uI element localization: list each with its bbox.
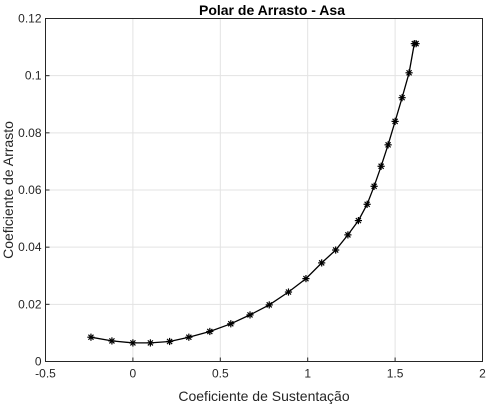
x-tick-label: 1 <box>304 367 311 381</box>
data-point-marker <box>302 275 310 283</box>
y-tick-label: 0.02 <box>18 297 42 311</box>
y-tick-label: 0.1 <box>25 69 42 83</box>
data-point-marker <box>332 246 340 254</box>
axis-ticks: -0.5 0 0.5 1 1.5 200.020.040.060.080.10.12 <box>18 12 486 381</box>
grid-lines <box>45 18 483 362</box>
y-tick-label: 0.04 <box>18 240 42 254</box>
x-tick-label: 1.5 <box>387 367 404 381</box>
data-point-marker <box>227 320 235 328</box>
series-group <box>87 40 420 347</box>
data-point-marker <box>370 182 378 190</box>
data-point-marker <box>363 200 371 208</box>
data-point-marker <box>377 162 385 170</box>
data-point-marker <box>206 327 214 336</box>
data-point-marker <box>384 141 392 149</box>
y-axis-label: Coeficiente de Arrasto <box>0 121 16 259</box>
series-line <box>90 43 417 344</box>
y-tick-label: 0.12 <box>18 12 42 26</box>
data-point-marker <box>398 94 406 102</box>
data-point-marker <box>344 231 352 239</box>
x-axis-label: Coeficiente de Sustentação <box>178 388 349 404</box>
data-point-marker <box>354 216 362 225</box>
x-tick-label: 0 <box>130 367 137 381</box>
data-point-marker <box>405 69 413 77</box>
data-point-marker <box>129 339 137 347</box>
data-point-marker <box>246 311 254 319</box>
data-point-marker <box>284 288 293 296</box>
y-tick-label: 0.08 <box>18 126 42 140</box>
data-point-marker <box>412 40 420 48</box>
data-point-marker <box>185 333 193 341</box>
data-point-marker <box>146 339 154 347</box>
data-point-marker <box>166 337 174 346</box>
data-point-marker <box>87 333 95 341</box>
plot-area-frame <box>45 18 483 362</box>
data-point-marker <box>265 301 273 309</box>
x-tick-label: -0.5 <box>35 367 56 381</box>
data-point-marker <box>391 117 399 125</box>
y-tick-label: 0.06 <box>18 183 42 197</box>
data-point-marker <box>108 337 116 345</box>
data-point-marker <box>318 259 326 267</box>
x-tick-label: 2 <box>479 367 486 381</box>
chart-title: Polar de Arrasto - Asa <box>199 2 345 18</box>
x-tick-label: 0.5 <box>212 367 229 381</box>
y-tick-label: 0 <box>35 355 42 369</box>
